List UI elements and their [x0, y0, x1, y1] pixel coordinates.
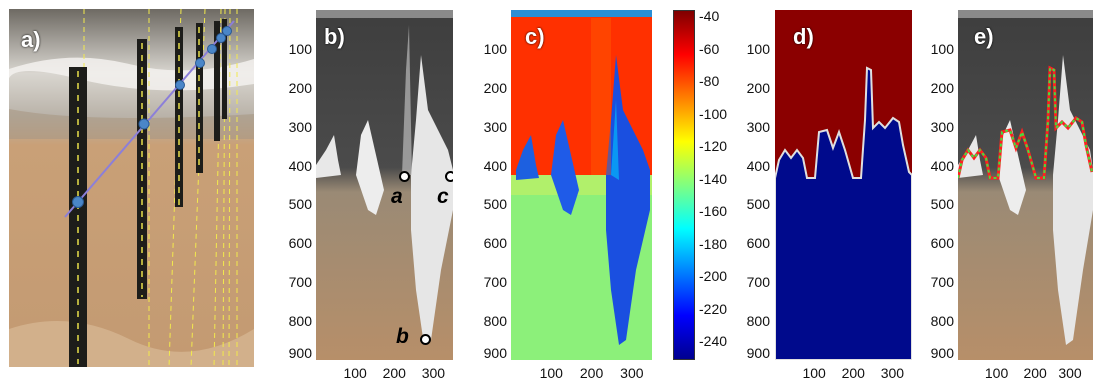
panel-d-xtick: 200 — [841, 365, 865, 381]
panel-c-xtick: 200 — [579, 365, 604, 381]
panel-b-ytick: 200 — [288, 79, 312, 96]
panel-e-ytick: 800 — [930, 313, 954, 330]
panel-d-ytick: 900 — [746, 345, 770, 361]
panel-b-xtick: 200 — [382, 365, 406, 381]
panel-d-label: d) — [793, 24, 814, 49]
mask-image-d — [775, 10, 912, 360]
colorbar-tick: -160 — [699, 203, 728, 219]
panel-c-xtick: 100 — [539, 365, 563, 381]
panel-d-ytick: 700 — [746, 274, 770, 291]
timestack-image-e — [958, 10, 1093, 360]
panel-d-ytick: 300 — [746, 118, 770, 135]
panel-b-ytick: 700 — [288, 274, 312, 291]
panel-b-xtick: 100 — [343, 365, 367, 381]
panel-e-ytick: 600 — [930, 235, 954, 252]
panel-e-xtick: 100 — [984, 365, 1009, 381]
colorbar-tick: -120 — [699, 138, 728, 154]
colorbar — [673, 10, 695, 360]
panel-b-ytick: 500 — [288, 196, 312, 213]
panel-b-ytick: 300 — [288, 118, 312, 135]
panel-c-colormap: c) — [511, 10, 652, 360]
panel-b-timestack: b) a c b — [316, 10, 453, 360]
panel-e-ytick: 400 — [930, 157, 954, 174]
panel-e-timestack: e) — [958, 10, 1093, 360]
panel-d-ytick: 100 — [746, 40, 770, 57]
colorbar-tick: -40 — [699, 8, 720, 24]
panel-e-ytick: 300 — [930, 118, 954, 135]
panel-b-xtick: 300 — [421, 365, 446, 381]
timestack-image-b — [316, 10, 453, 360]
panel-d-ytick: 200 — [746, 79, 770, 96]
colorbar-tick: -80 — [699, 73, 720, 89]
panel-c-ytick: 700 — [483, 274, 507, 291]
colorbar-tick: -240 — [699, 333, 728, 349]
colorbar-tick: -180 — [699, 235, 728, 252]
panel-c-ytick: 100 — [483, 40, 507, 57]
colormap-image-c — [511, 10, 652, 360]
panel-e-xtick: 200 — [1023, 365, 1047, 381]
panel-d-mask: d) — [775, 10, 912, 360]
beach-photo — [9, 9, 254, 367]
panel-b-ytick: 900 — [288, 345, 312, 361]
panel-a-photo: a) — [9, 9, 254, 367]
panel-d-xtick: 300 — [880, 365, 905, 381]
panel-d-ytick: 600 — [746, 235, 770, 252]
panel-b-ytick: 400 — [288, 157, 312, 174]
panel-e-label: e) — [974, 24, 994, 49]
panel-e-ytick: 500 — [930, 196, 954, 213]
panel-c-xtick: 300 — [620, 365, 644, 381]
annotation-a: a — [391, 185, 403, 208]
panel-c-ytick: 500 — [483, 196, 507, 213]
marker-a — [399, 171, 410, 182]
panel-b-ytick: 800 — [288, 313, 312, 330]
panel-e-ytick: 900 — [930, 345, 954, 361]
panel-c-ytick: 300 — [483, 118, 507, 135]
panel-a-label: a) — [21, 27, 41, 52]
panel-d-ytick: 800 — [746, 313, 770, 330]
panel-c-ytick: 900 — [483, 345, 507, 361]
marker-c — [445, 171, 453, 182]
panel-e-ytick: 200 — [930, 79, 954, 96]
colorbar-tick: -100 — [699, 105, 728, 122]
panel-c-ytick: 400 — [483, 157, 507, 174]
colorbar-tick: -60 — [699, 40, 720, 57]
panel-c-ytick: 600 — [483, 235, 507, 252]
panel-c-ytick: 200 — [483, 79, 507, 96]
colorbar-tick: -140 — [699, 170, 728, 187]
panel-b-ytick: 100 — [288, 40, 312, 57]
annotation-b: b — [396, 325, 409, 348]
panel-e-xtick: 300 — [1058, 365, 1082, 381]
panel-e-ytick: 100 — [930, 40, 954, 57]
panel-d-ytick: 400 — [746, 157, 770, 174]
colorbar-tick: -200 — [699, 268, 728, 284]
panel-c-ytick: 800 — [483, 313, 507, 330]
annotation-c: c — [437, 185, 449, 208]
colorbar-tick: -220 — [699, 300, 728, 317]
panel-d-xtick: 100 — [802, 365, 826, 381]
panel-c-label: c) — [525, 24, 545, 49]
panel-b-label: b) — [324, 24, 345, 49]
marker-b — [420, 334, 431, 345]
panel-b-ytick: 600 — [288, 235, 312, 252]
colorbar-gradient — [674, 11, 694, 359]
panel-e-ytick: 700 — [930, 274, 954, 291]
panel-d-ytick: 500 — [746, 196, 770, 213]
